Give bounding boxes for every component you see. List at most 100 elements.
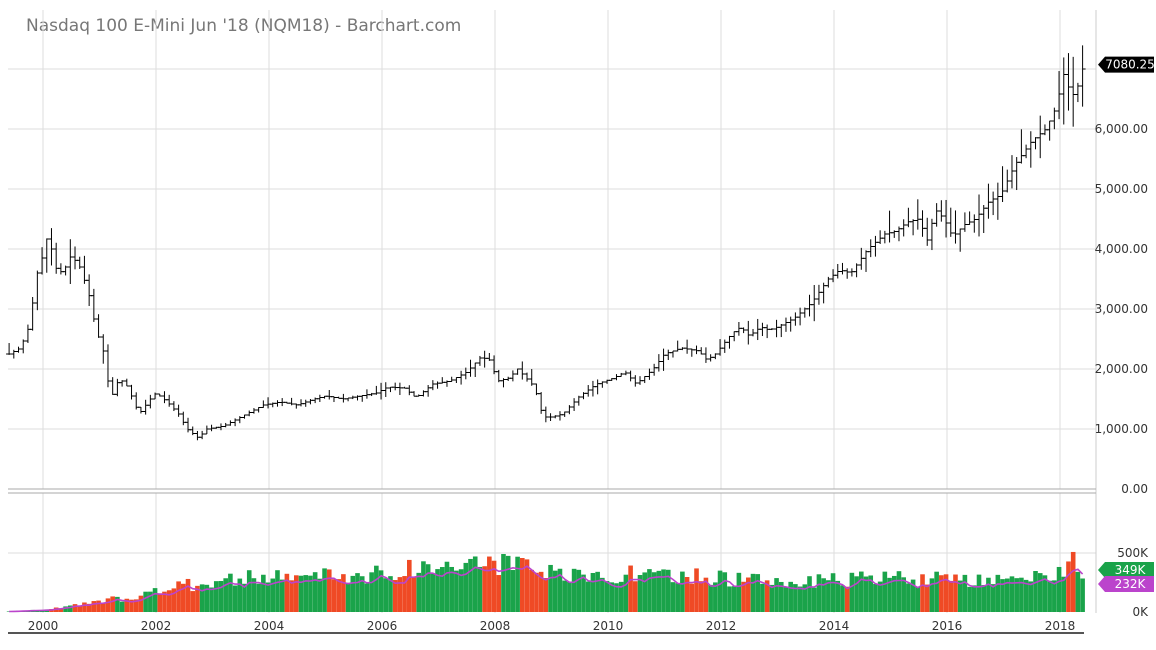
ohlc-bar [778,323,785,338]
volume-bar [788,581,793,612]
ohlc-bar [594,379,601,395]
date-tick-label: 2018 [1045,619,1076,633]
volume-bar [378,570,384,612]
volume-bar [877,581,883,612]
volume-tick-label: 500K [1117,546,1149,560]
ohlc-bar [863,250,870,272]
volume-bar [6,611,12,612]
volume-bar [1042,575,1048,612]
ohlc-bar [735,321,742,336]
ohlc-bar [161,391,168,404]
volume-bar [741,581,746,612]
ohlc-bar [24,324,31,343]
price-bars [6,45,1086,441]
ohlc-bar [684,339,691,354]
volume-bar [171,588,177,612]
volume-bar [312,572,318,612]
ohlc-bar [797,307,804,326]
volume-bar [195,585,200,612]
volume-bar [953,574,958,612]
volume-bar [910,579,916,612]
volume-bar [350,575,356,612]
ohlc-bar [848,268,855,277]
volume-bar [557,568,563,612]
volume-bar [1047,580,1052,612]
volume-bar [524,559,530,612]
ohlc-bar [53,242,60,274]
ohlc-bar [387,386,394,393]
volume-bar [906,583,911,612]
volume-bar [242,583,247,612]
volume-bar [614,583,619,612]
volume-bar [265,582,271,612]
volume-bar [284,573,290,612]
price-axis: 0.00 1,000.00 2,000.00 3,000.00 4,000.00 5,00… [1095,122,1148,496]
volume-bar [232,585,238,612]
ohlc-bar [326,389,333,400]
volume-bar [873,583,878,612]
volume-bar [571,568,577,612]
volume-bar [835,580,841,612]
volume-bar [444,561,450,612]
volume-bar [628,565,633,612]
volume-bar [939,575,944,612]
volume-bar [675,583,680,612]
volume-bars [6,551,1085,612]
volume-bar [731,586,737,612]
volume-bar [962,574,968,612]
ohlc-bar [933,203,940,227]
ohlc-bar [632,375,639,387]
volume-bar [430,573,436,612]
volume-bar [760,583,765,612]
ohlc-bar [924,217,931,246]
volume-bar [562,580,567,612]
volume-bar [1033,571,1038,612]
volume-tick-label: 0K [1132,605,1149,619]
ohlc-bar [396,382,403,395]
volume-bar [609,582,615,612]
volume-bar [967,586,972,612]
ohlc-bar [943,199,950,238]
ohlc-bar [81,255,88,284]
date-tick-label: 2002 [141,619,172,633]
volume-bar [976,574,982,612]
ohlc-bar [524,372,531,382]
ohlc-bar [86,274,93,306]
volume-axis: 0K 500K [1117,546,1149,619]
ohlc-bar [966,211,973,225]
volume-bar [924,584,930,612]
volume-bar [331,579,337,612]
volume-bar [849,572,855,612]
price-tick-label: 0.00 [1121,482,1148,496]
volume-bar [58,608,64,612]
volume-bar [830,573,836,612]
volume-bar [275,570,280,612]
ohlc-bar [34,270,41,311]
volume-bar [411,577,417,612]
volume-bar [223,578,228,612]
volume-bar [703,577,709,612]
volume-bar [694,568,699,612]
volume-bar [152,588,158,612]
price-grid [8,10,1096,490]
ohlc-bar [392,382,399,391]
volume-bar [746,577,751,612]
ohlc-bar [72,246,79,270]
ohlc-bar [180,411,187,426]
volume-bar [868,575,874,612]
ohlc-bar [938,200,945,222]
volume-bar [689,583,695,612]
volume-bar [783,587,789,612]
ohlc-bar [726,335,733,349]
ohlc-bar [665,349,672,361]
ohlc-bar [1037,115,1044,159]
volume-bar [115,596,120,612]
volume-bar [133,599,139,612]
ohlc-bar [95,314,102,338]
ohlc-bar [613,374,620,381]
volume-bar [458,569,464,612]
date-tick-label: 2014 [819,619,850,633]
volume-bar [472,556,478,612]
volume-bar [124,598,130,612]
